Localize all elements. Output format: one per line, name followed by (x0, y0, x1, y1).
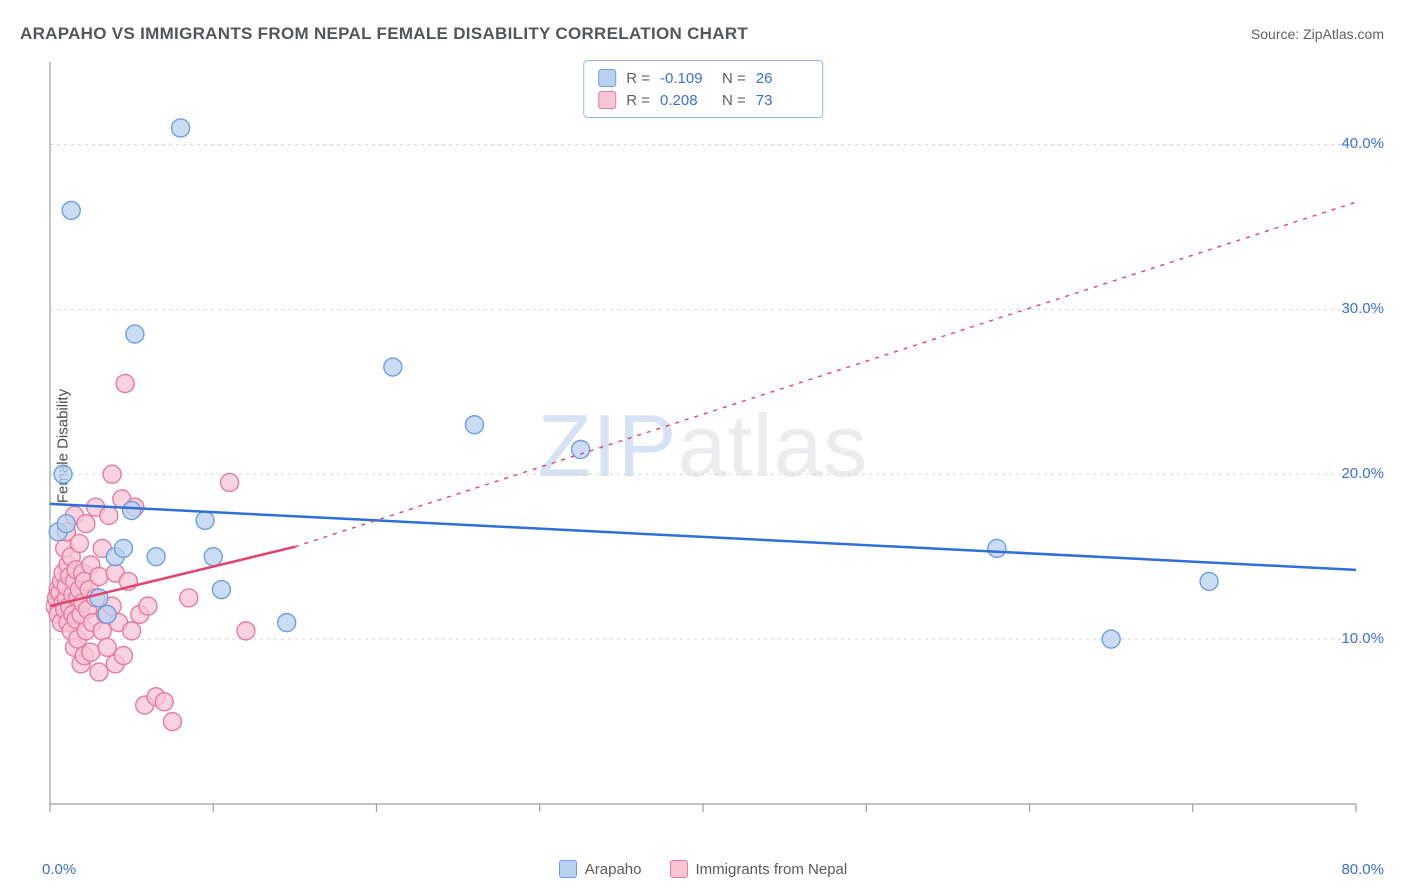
legend-row-arapaho: R = -0.109 N = 26 (598, 67, 808, 89)
chart-container: ARAPAHO VS IMMIGRANTS FROM NEPAL FEMALE … (0, 0, 1406, 892)
legend-label-arapaho: Arapaho (585, 861, 642, 878)
legend-label-nepal: Immigrants from Nepal (696, 861, 848, 878)
x-end-label: 80.0% (1341, 861, 1384, 878)
swatch-nepal-icon (670, 860, 688, 878)
series-legend: Arapaho Immigrants from Nepal (0, 860, 1406, 878)
legend-item-nepal: Immigrants from Nepal (670, 860, 848, 878)
r-value-nepal: 0.208 (660, 92, 712, 109)
plot-svg (46, 58, 1386, 834)
swatch-arapaho (598, 69, 616, 87)
r-value-arapaho: -0.109 (660, 70, 712, 87)
correlation-legend: R = -0.109 N = 26 R = 0.208 N = 73 (583, 60, 823, 118)
y-tick-label: 30.0% (1341, 300, 1384, 317)
swatch-nepal (598, 91, 616, 109)
plot-area (46, 58, 1386, 834)
r-label: R = (626, 70, 650, 87)
n-label: N = (722, 70, 746, 87)
swatch-arapaho-icon (559, 860, 577, 878)
x-origin-label: 0.0% (42, 861, 76, 878)
legend-item-arapaho: Arapaho (559, 860, 642, 878)
y-tick-label: 10.0% (1341, 630, 1384, 647)
y-tick-label: 20.0% (1341, 465, 1384, 482)
legend-row-nepal: R = 0.208 N = 73 (598, 89, 808, 111)
chart-title: ARAPAHO VS IMMIGRANTS FROM NEPAL FEMALE … (20, 24, 748, 44)
r-label: R = (626, 92, 650, 109)
source-text: Source: ZipAtlas.com (1251, 26, 1384, 42)
n-label: N = (722, 92, 746, 109)
n-value-nepal: 73 (756, 92, 808, 109)
y-tick-label: 40.0% (1341, 135, 1384, 152)
n-value-arapaho: 26 (756, 70, 808, 87)
